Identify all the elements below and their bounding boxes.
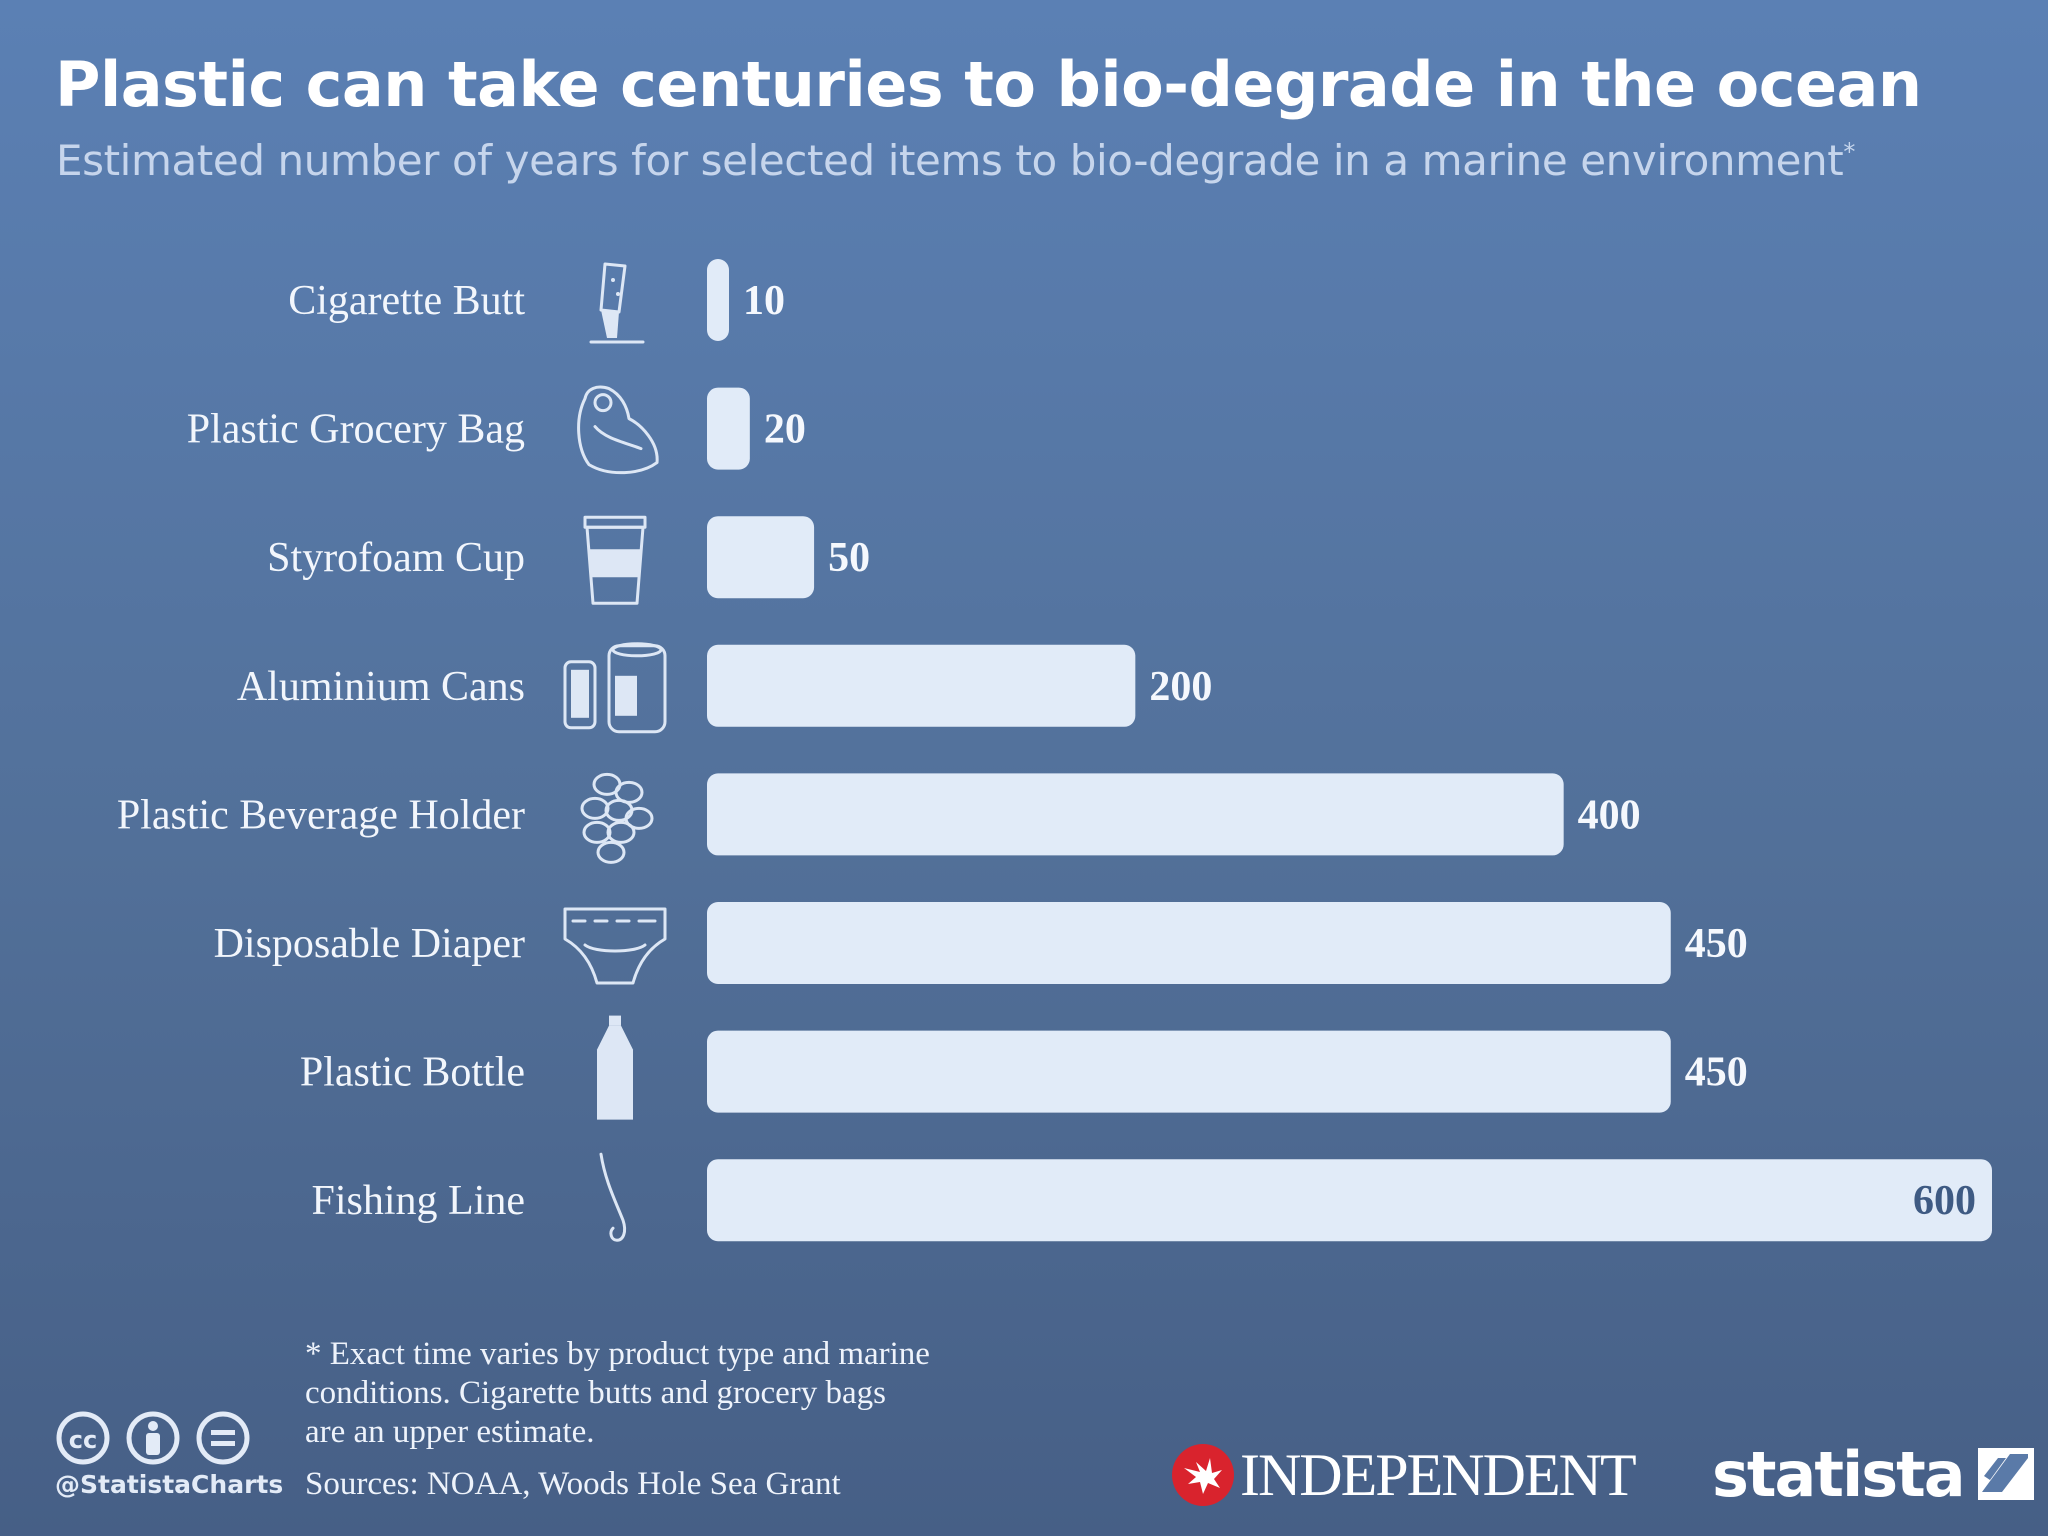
license-icons: cc xyxy=(55,1410,265,1471)
chart-subtitle: Estimated number of years for selected i… xyxy=(56,136,1855,185)
statista-handle: @StatistaCharts xyxy=(55,1470,284,1499)
value-label: 200 xyxy=(1149,664,1212,710)
svg-text:cc: cc xyxy=(69,1426,97,1454)
bar xyxy=(707,773,1564,856)
bar xyxy=(707,644,1136,727)
cigarette-icon xyxy=(589,262,645,344)
cup-icon xyxy=(583,515,647,605)
bar-chart: Cigarette Butt 10 Plastic Grocery Bag 20 Sty… xyxy=(117,259,1992,1242)
value-label: 450 xyxy=(1685,921,1748,967)
value-label: 20 xyxy=(764,407,806,453)
category-label: Disposable Diaper xyxy=(214,921,525,967)
statista-mark-icon xyxy=(1977,1448,2034,1500)
sources-note: Sources: NOAA, Woods Hole Sea Grant xyxy=(305,1466,841,1502)
subtitle-asterisk: * xyxy=(1843,138,1855,166)
by-icon xyxy=(126,1411,180,1465)
bar xyxy=(707,902,1671,984)
independent-wordmark: INDEPENDENT xyxy=(1240,1441,1637,1508)
beverage-holder-icon xyxy=(580,772,654,864)
value-label: 10 xyxy=(743,278,785,324)
category-label: Plastic Beverage Holder xyxy=(117,792,525,838)
category-label: Styrofoam Cup xyxy=(267,535,525,581)
nd-icon xyxy=(196,1411,250,1465)
category-label: Plastic Bottle xyxy=(300,1050,525,1096)
category-label: Fishing Line xyxy=(311,1178,525,1224)
cans-icon xyxy=(563,642,667,734)
category-label: Plastic Grocery Bag xyxy=(187,407,525,453)
category-label: Cigarette Butt xyxy=(288,278,525,324)
fishing-line-icon xyxy=(599,1152,627,1242)
bar xyxy=(707,516,815,599)
category-label: Aluminium Cans xyxy=(237,664,525,710)
diaper-icon xyxy=(563,907,667,985)
bar xyxy=(707,1030,1671,1113)
statista-logo: statista xyxy=(1712,1436,2036,1512)
value-label: 450 xyxy=(1685,1050,1748,1096)
independent-logo: INDEPENDENT xyxy=(1170,1440,1637,1510)
chart-title: Plastic can take centuries to bio-degrad… xyxy=(55,48,1922,121)
value-label: 50 xyxy=(828,535,870,581)
subtitle-text: Estimated number of years for selected i… xyxy=(56,136,1844,185)
grocery-bag-icon xyxy=(577,385,659,475)
bottle-icon xyxy=(597,1015,633,1120)
bar xyxy=(707,259,729,341)
eagle-icon xyxy=(1172,1444,1234,1506)
value-label: 600 xyxy=(1913,1178,1976,1224)
footnote: * Exact time varies by product type and … xyxy=(305,1336,930,1450)
bar xyxy=(707,387,750,470)
value-label: 400 xyxy=(1578,792,1641,838)
bar xyxy=(707,1159,1992,1242)
statista-wordmark: statista xyxy=(1712,1437,1966,1511)
cc-icon: cc xyxy=(56,1411,110,1465)
